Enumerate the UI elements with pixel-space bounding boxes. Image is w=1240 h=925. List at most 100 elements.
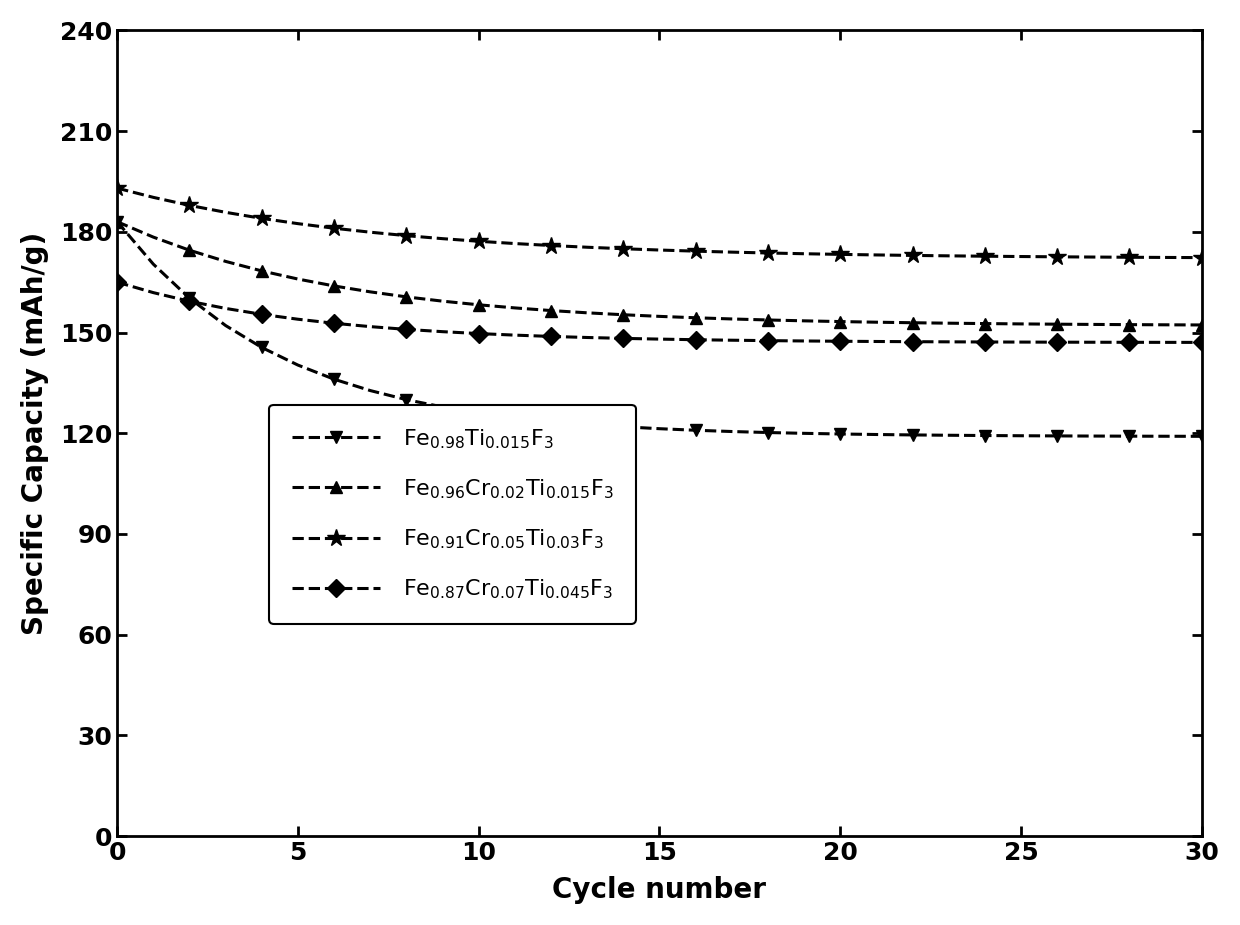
Fe$_{0.98}$Ti$_{0.015}$F$_{3}$ [290, 360, 305, 371]
Line: Fe$_{0.96}$Cr$_{0.02}$Ti$_{0.015}$F$_{3}$: Fe$_{0.96}$Cr$_{0.02}$Ti$_{0.015}$F$_{3}… [110, 216, 1208, 331]
Fe$_{0.96}$Cr$_{0.02}$Ti$_{0.015}$F$_{3}$ [977, 318, 992, 329]
Fe$_{0.87}$Cr$_{0.07}$Ti$_{0.045}$F$_{3}$ [760, 335, 775, 346]
Fe$_{0.91}$Cr$_{0.05}$Ti$_{0.03}$F$_{3}$ [1194, 252, 1209, 263]
Fe$_{0.91}$Cr$_{0.05}$Ti$_{0.03}$F$_{3}$ [254, 213, 269, 224]
Fe$_{0.87}$Cr$_{0.07}$Ti$_{0.045}$F$_{3}$ [182, 296, 197, 307]
Fe$_{0.91}$Cr$_{0.05}$Ti$_{0.03}$F$_{3}$ [1122, 252, 1137, 263]
Fe$_{0.87}$Cr$_{0.07}$Ti$_{0.045}$F$_{3}$ [507, 329, 522, 340]
Line: Fe$_{0.87}$Cr$_{0.07}$Ti$_{0.045}$F$_{3}$: Fe$_{0.87}$Cr$_{0.07}$Ti$_{0.045}$F$_{3}… [110, 276, 1208, 349]
Fe$_{0.98}$Ti$_{0.015}$F$_{3}$ [1194, 431, 1209, 442]
Fe$_{0.87}$Cr$_{0.07}$Ti$_{0.045}$F$_{3}$ [543, 331, 558, 342]
Fe$_{0.91}$Cr$_{0.05}$Ti$_{0.03}$F$_{3}$ [146, 191, 161, 203]
Fe$_{0.98}$Ti$_{0.015}$F$_{3}$ [869, 429, 884, 440]
Fe$_{0.87}$Cr$_{0.07}$Ti$_{0.045}$F$_{3}$ [724, 335, 739, 346]
Fe$_{0.91}$Cr$_{0.05}$Ti$_{0.03}$F$_{3}$ [977, 251, 992, 262]
Fe$_{0.91}$Cr$_{0.05}$Ti$_{0.03}$F$_{3}$ [290, 218, 305, 229]
Fe$_{0.96}$Cr$_{0.02}$Ti$_{0.015}$F$_{3}$ [326, 280, 341, 291]
Fe$_{0.96}$Cr$_{0.02}$Ti$_{0.015}$F$_{3}$ [1086, 319, 1101, 330]
Fe$_{0.91}$Cr$_{0.05}$Ti$_{0.03}$F$_{3}$ [869, 250, 884, 261]
Fe$_{0.87}$Cr$_{0.07}$Ti$_{0.045}$F$_{3}$ [580, 332, 595, 343]
Legend: Fe$_{0.98}$Ti$_{0.015}$F$_{3}$, Fe$_{0.96}$Cr$_{0.02}$Ti$_{0.015}$F$_{3}$, Fe$_{: Fe$_{0.98}$Ti$_{0.015}$F$_{3}$, Fe$_{0.9… [269, 405, 636, 623]
Fe$_{0.87}$Cr$_{0.07}$Ti$_{0.045}$F$_{3}$ [652, 334, 667, 345]
Fe$_{0.98}$Ti$_{0.015}$F$_{3}$ [507, 412, 522, 423]
Fe$_{0.91}$Cr$_{0.05}$Ti$_{0.03}$F$_{3}$ [724, 247, 739, 258]
Fe$_{0.96}$Cr$_{0.02}$Ti$_{0.015}$F$_{3}$ [1158, 319, 1173, 330]
Fe$_{0.91}$Cr$_{0.05}$Ti$_{0.03}$F$_{3}$ [543, 240, 558, 251]
Fe$_{0.91}$Cr$_{0.05}$Ti$_{0.03}$F$_{3}$ [218, 207, 233, 218]
Fe$_{0.98}$Ti$_{0.015}$F$_{3}$ [471, 407, 486, 418]
Fe$_{0.96}$Cr$_{0.02}$Ti$_{0.015}$F$_{3}$ [146, 231, 161, 242]
Y-axis label: Specific Capacity (mAh/g): Specific Capacity (mAh/g) [21, 231, 48, 635]
Fe$_{0.98}$Ti$_{0.015}$F$_{3}$ [905, 429, 920, 440]
Fe$_{0.98}$Ti$_{0.015}$F$_{3}$ [110, 216, 125, 228]
Fe$_{0.87}$Cr$_{0.07}$Ti$_{0.045}$F$_{3}$ [146, 287, 161, 298]
Fe$_{0.87}$Cr$_{0.07}$Ti$_{0.045}$F$_{3}$ [1122, 337, 1137, 348]
Fe$_{0.91}$Cr$_{0.05}$Ti$_{0.03}$F$_{3}$ [1158, 252, 1173, 263]
Fe$_{0.96}$Cr$_{0.02}$Ti$_{0.015}$F$_{3}$ [652, 311, 667, 322]
Fe$_{0.96}$Cr$_{0.02}$Ti$_{0.015}$F$_{3}$ [254, 265, 269, 277]
Fe$_{0.96}$Cr$_{0.02}$Ti$_{0.015}$F$_{3}$ [290, 274, 305, 285]
Fe$_{0.87}$Cr$_{0.07}$Ti$_{0.045}$F$_{3}$ [688, 334, 703, 345]
Fe$_{0.87}$Cr$_{0.07}$Ti$_{0.045}$F$_{3}$ [869, 336, 884, 347]
Fe$_{0.96}$Cr$_{0.02}$Ti$_{0.015}$F$_{3}$ [399, 291, 414, 302]
Fe$_{0.98}$Ti$_{0.015}$F$_{3}$ [796, 427, 811, 438]
Fe$_{0.87}$Cr$_{0.07}$Ti$_{0.045}$F$_{3}$ [1050, 337, 1065, 348]
Fe$_{0.96}$Cr$_{0.02}$Ti$_{0.015}$F$_{3}$ [1050, 318, 1065, 329]
Fe$_{0.98}$Ti$_{0.015}$F$_{3}$ [543, 415, 558, 426]
Fe$_{0.87}$Cr$_{0.07}$Ti$_{0.045}$F$_{3}$ [363, 321, 378, 332]
Fe$_{0.87}$Cr$_{0.07}$Ti$_{0.045}$F$_{3}$ [833, 336, 848, 347]
Fe$_{0.96}$Cr$_{0.02}$Ti$_{0.015}$F$_{3}$ [182, 245, 197, 256]
Fe$_{0.98}$Ti$_{0.015}$F$_{3}$ [760, 427, 775, 438]
Fe$_{0.91}$Cr$_{0.05}$Ti$_{0.03}$F$_{3}$ [507, 238, 522, 249]
Fe$_{0.91}$Cr$_{0.05}$Ti$_{0.03}$F$_{3}$ [182, 200, 197, 211]
Fe$_{0.96}$Cr$_{0.02}$Ti$_{0.015}$F$_{3}$ [941, 317, 956, 328]
Fe$_{0.96}$Cr$_{0.02}$Ti$_{0.015}$F$_{3}$ [688, 313, 703, 324]
Fe$_{0.98}$Ti$_{0.015}$F$_{3}$ [580, 419, 595, 430]
Fe$_{0.91}$Cr$_{0.05}$Ti$_{0.03}$F$_{3}$ [326, 223, 341, 234]
Fe$_{0.98}$Ti$_{0.015}$F$_{3}$ [833, 428, 848, 439]
Fe$_{0.98}$Ti$_{0.015}$F$_{3}$ [1050, 430, 1065, 441]
Fe$_{0.91}$Cr$_{0.05}$Ti$_{0.03}$F$_{3}$ [471, 236, 486, 247]
Fe$_{0.96}$Cr$_{0.02}$Ti$_{0.015}$F$_{3}$ [110, 216, 125, 228]
Fe$_{0.96}$Cr$_{0.02}$Ti$_{0.015}$F$_{3}$ [435, 296, 450, 307]
Fe$_{0.96}$Cr$_{0.02}$Ti$_{0.015}$F$_{3}$ [1122, 319, 1137, 330]
Fe$_{0.91}$Cr$_{0.05}$Ti$_{0.03}$F$_{3}$ [1050, 252, 1065, 263]
Fe$_{0.96}$Cr$_{0.02}$Ti$_{0.015}$F$_{3}$ [218, 256, 233, 267]
Fe$_{0.87}$Cr$_{0.07}$Ti$_{0.045}$F$_{3}$ [616, 333, 631, 344]
Fe$_{0.87}$Cr$_{0.07}$Ti$_{0.045}$F$_{3}$ [905, 336, 920, 347]
Fe$_{0.96}$Cr$_{0.02}$Ti$_{0.015}$F$_{3}$ [507, 302, 522, 314]
Fe$_{0.98}$Ti$_{0.015}$F$_{3}$ [941, 430, 956, 441]
Fe$_{0.98}$Ti$_{0.015}$F$_{3}$ [326, 374, 341, 385]
Fe$_{0.96}$Cr$_{0.02}$Ti$_{0.015}$F$_{3}$ [363, 287, 378, 298]
Fe$_{0.87}$Cr$_{0.07}$Ti$_{0.045}$F$_{3}$ [399, 324, 414, 335]
Fe$_{0.98}$Ti$_{0.015}$F$_{3}$ [218, 320, 233, 331]
Fe$_{0.87}$Cr$_{0.07}$Ti$_{0.045}$F$_{3}$ [218, 302, 233, 314]
X-axis label: Cycle number: Cycle number [553, 876, 766, 904]
Fe$_{0.98}$Ti$_{0.015}$F$_{3}$ [1013, 430, 1028, 441]
Fe$_{0.91}$Cr$_{0.05}$Ti$_{0.03}$F$_{3}$ [399, 230, 414, 241]
Fe$_{0.87}$Cr$_{0.07}$Ti$_{0.045}$F$_{3}$ [796, 336, 811, 347]
Fe$_{0.98}$Ti$_{0.015}$F$_{3}$ [616, 421, 631, 432]
Fe$_{0.98}$Ti$_{0.015}$F$_{3}$ [182, 292, 197, 303]
Fe$_{0.98}$Ti$_{0.015}$F$_{3}$ [399, 394, 414, 405]
Fe$_{0.91}$Cr$_{0.05}$Ti$_{0.03}$F$_{3}$ [760, 247, 775, 258]
Fe$_{0.91}$Cr$_{0.05}$Ti$_{0.03}$F$_{3}$ [796, 248, 811, 259]
Fe$_{0.91}$Cr$_{0.05}$Ti$_{0.03}$F$_{3}$ [688, 246, 703, 257]
Fe$_{0.98}$Ti$_{0.015}$F$_{3}$ [652, 423, 667, 434]
Line: Fe$_{0.91}$Cr$_{0.05}$Ti$_{0.03}$F$_{3}$: Fe$_{0.91}$Cr$_{0.05}$Ti$_{0.03}$F$_{3}$ [108, 179, 1210, 266]
Fe$_{0.91}$Cr$_{0.05}$Ti$_{0.03}$F$_{3}$ [652, 244, 667, 255]
Fe$_{0.91}$Cr$_{0.05}$Ti$_{0.03}$F$_{3}$ [580, 241, 595, 253]
Fe$_{0.98}$Ti$_{0.015}$F$_{3}$ [688, 425, 703, 436]
Fe$_{0.87}$Cr$_{0.07}$Ti$_{0.045}$F$_{3}$ [110, 277, 125, 288]
Line: Fe$_{0.98}$Ti$_{0.015}$F$_{3}$: Fe$_{0.98}$Ti$_{0.015}$F$_{3}$ [110, 216, 1208, 442]
Fe$_{0.96}$Cr$_{0.02}$Ti$_{0.015}$F$_{3}$ [796, 315, 811, 327]
Fe$_{0.96}$Cr$_{0.02}$Ti$_{0.015}$F$_{3}$ [1013, 318, 1028, 329]
Fe$_{0.96}$Cr$_{0.02}$Ti$_{0.015}$F$_{3}$ [724, 314, 739, 325]
Fe$_{0.96}$Cr$_{0.02}$Ti$_{0.015}$F$_{3}$ [616, 309, 631, 320]
Fe$_{0.87}$Cr$_{0.07}$Ti$_{0.045}$F$_{3}$ [1158, 337, 1173, 348]
Fe$_{0.87}$Cr$_{0.07}$Ti$_{0.045}$F$_{3}$ [941, 337, 956, 348]
Fe$_{0.96}$Cr$_{0.02}$Ti$_{0.015}$F$_{3}$ [869, 316, 884, 327]
Fe$_{0.96}$Cr$_{0.02}$Ti$_{0.015}$F$_{3}$ [905, 317, 920, 328]
Fe$_{0.98}$Ti$_{0.015}$F$_{3}$ [1158, 431, 1173, 442]
Fe$_{0.87}$Cr$_{0.07}$Ti$_{0.045}$F$_{3}$ [1086, 337, 1101, 348]
